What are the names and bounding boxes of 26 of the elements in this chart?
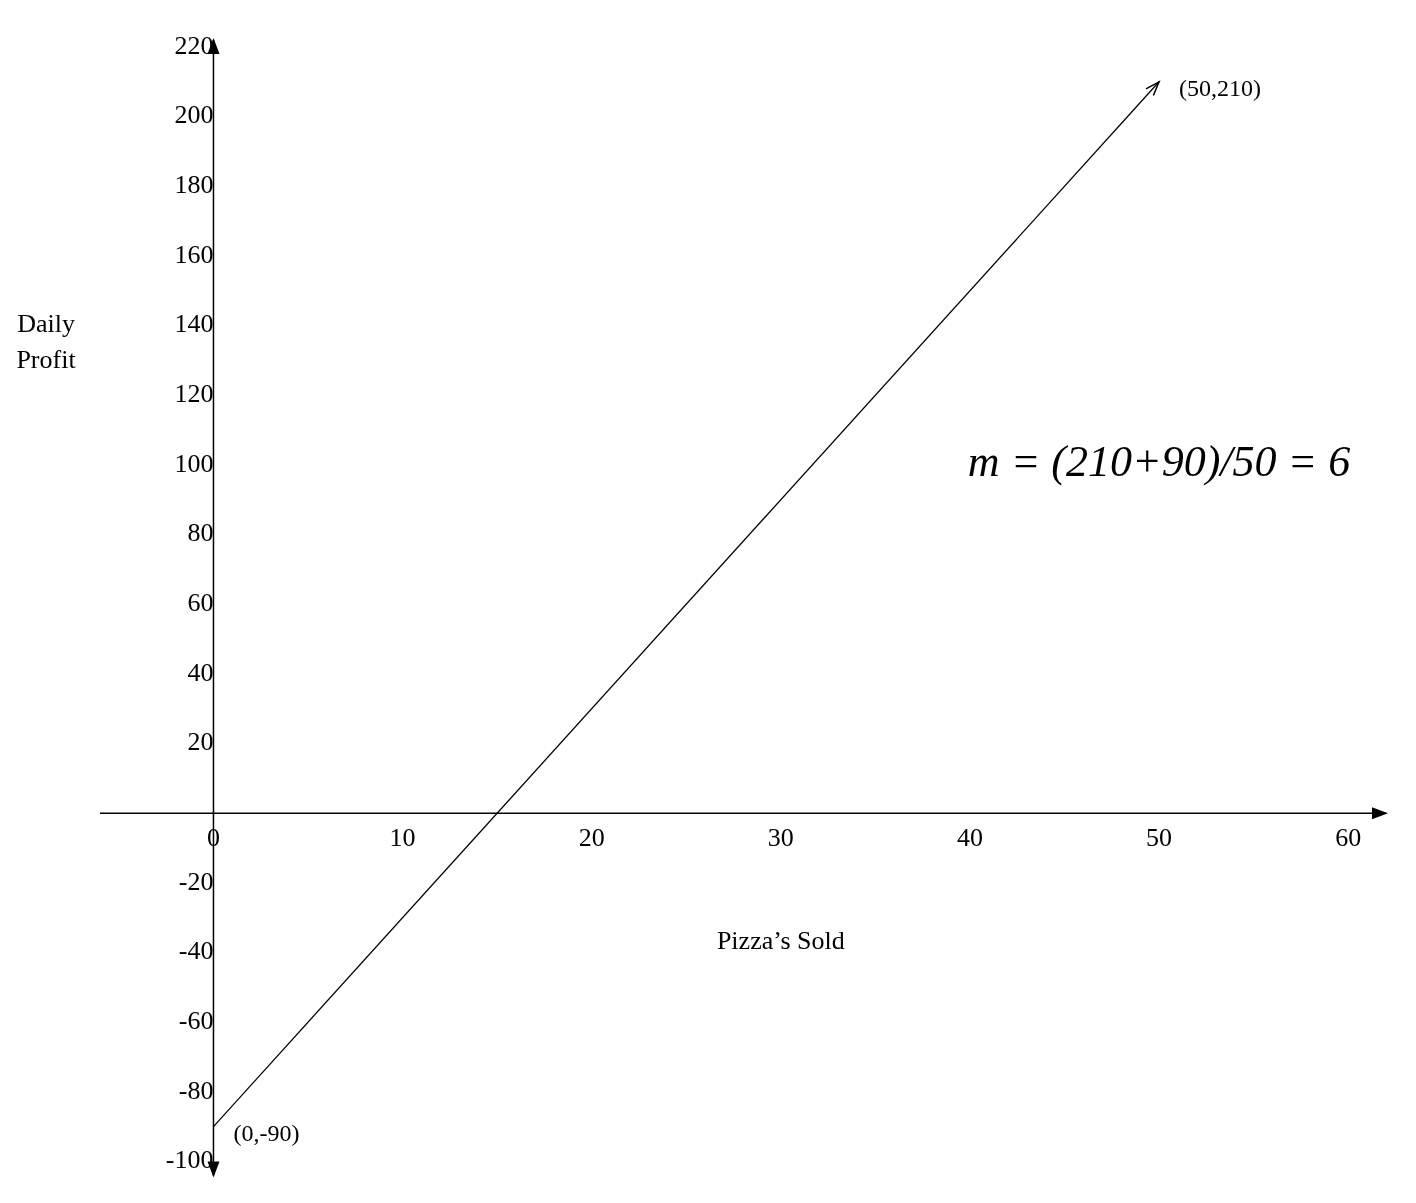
x-axis-title: Pizza’s Sold xyxy=(716,925,845,955)
y-tick-label: -60 xyxy=(178,1005,214,1035)
y-tick-label: 180 xyxy=(174,170,214,200)
y-tick-label: -20 xyxy=(178,866,214,896)
y-tick-label: -100 xyxy=(165,1145,214,1175)
y-tick-label: 120 xyxy=(174,379,214,409)
y-tick-label: -40 xyxy=(178,936,214,966)
y-tick-label: 40 xyxy=(187,657,214,687)
x-tick-label: 10 xyxy=(389,822,416,852)
y-tick-label: 20 xyxy=(187,727,214,757)
x-tick-label: 50 xyxy=(1146,822,1173,852)
y-tick-label: 100 xyxy=(174,448,214,478)
x-tick-label: 30 xyxy=(767,822,794,852)
y-tick-label: 160 xyxy=(174,239,214,269)
y-axis-title: Daily Profit xyxy=(16,309,77,375)
y-tick-label: 60 xyxy=(187,588,214,618)
x-tick-label: 20 xyxy=(578,822,605,852)
y-tick-label: 200 xyxy=(174,100,214,130)
y-tick-label: -80 xyxy=(178,1075,214,1105)
y-tick-label: 80 xyxy=(187,518,214,548)
annotation: m = (210+90)/50 = 6 xyxy=(967,437,1351,487)
y-tick-label: 140 xyxy=(174,309,214,339)
annotation: (50,210) xyxy=(1179,75,1262,102)
x-tick-label: 60 xyxy=(1335,822,1362,852)
x-tick-label: 40 xyxy=(956,822,983,852)
annotation: (0,-90) xyxy=(233,1119,300,1146)
